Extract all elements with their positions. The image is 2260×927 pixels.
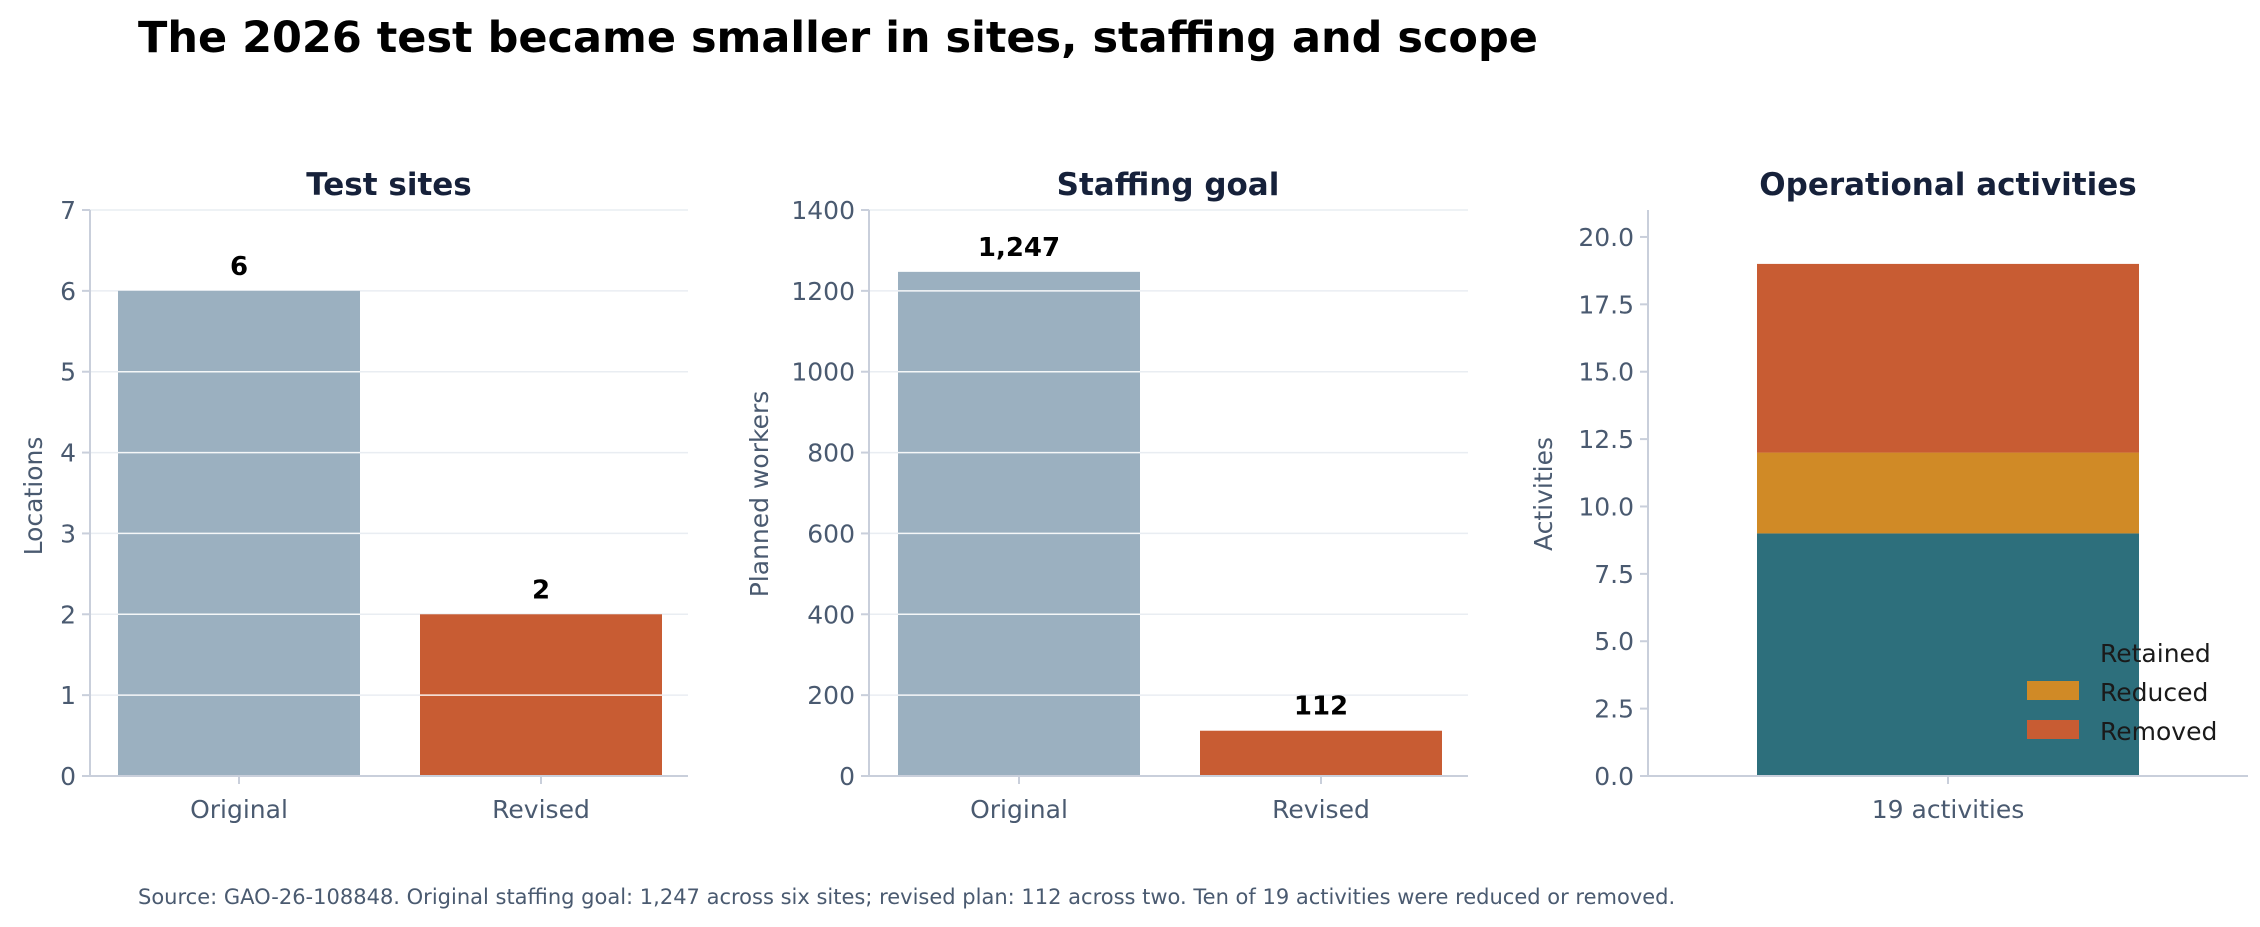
y-tick-label: 0 bbox=[839, 762, 855, 791]
panel-operational-activities: 0.0 2.5 5.0 7.5 10.0 12.5 15.0 17.5 20.0 19 acti… bbox=[1529, 167, 2248, 824]
data-label: 1,247 bbox=[978, 233, 1060, 263]
chart-title: The 2026 test became smaller in sites, s… bbox=[138, 13, 1538, 63]
y-tick-label: 5 bbox=[60, 358, 76, 387]
x-tick-label: Original bbox=[970, 795, 1068, 824]
y-tick-label: 12.5 bbox=[1578, 425, 1634, 454]
x-tick-label: Revised bbox=[492, 795, 590, 824]
legend-swatch-removed bbox=[2027, 720, 2079, 739]
legend-label-retained: Retained bbox=[2100, 639, 2211, 668]
legend-swatch-reduced bbox=[2027, 681, 2079, 700]
y-tick-label: 17.5 bbox=[1578, 290, 1634, 319]
y-tick-label: 200 bbox=[807, 681, 855, 710]
data-labels: 1,247 112 bbox=[978, 233, 1348, 722]
y-ticks: 0.0 2.5 5.0 7.5 10.0 12.5 15.0 17.5 20.0 bbox=[1578, 223, 1648, 791]
y-axis-label: Locations bbox=[19, 437, 48, 556]
data-labels: 62 bbox=[230, 252, 550, 605]
legend-label-reduced: Reduced bbox=[2100, 678, 2208, 707]
legend-label-removed: Removed bbox=[2100, 717, 2217, 746]
y-ticks: 0 200 400 600 800 1000 1200 1400 bbox=[791, 196, 869, 791]
y-tick-label: 4 bbox=[60, 439, 76, 468]
y-tick-label: 5.0 bbox=[1594, 627, 1634, 656]
y-tick-label: 600 bbox=[807, 519, 855, 548]
y-tick-label: 2 bbox=[60, 600, 76, 629]
y-tick-label: 1000 bbox=[791, 358, 855, 387]
bar-revised bbox=[1200, 730, 1442, 776]
y-tick-label: 20.0 bbox=[1578, 223, 1634, 252]
bar-original bbox=[898, 271, 1140, 776]
data-label: 2 bbox=[532, 575, 550, 605]
y-tick-label: 7.5 bbox=[1594, 560, 1634, 589]
x-ticks: Original Revised bbox=[190, 776, 590, 824]
bar-segment-retained bbox=[1757, 533, 2139, 776]
x-ticks: Original Revised bbox=[970, 776, 1370, 824]
x-tick-label: Original bbox=[190, 795, 288, 824]
x-ticks: 19 activities bbox=[1872, 776, 2024, 824]
y-tick-label: 10.0 bbox=[1578, 492, 1634, 521]
y-tick-label: 800 bbox=[807, 439, 855, 468]
bars bbox=[118, 290, 662, 776]
y-tick-label: 7 bbox=[60, 196, 76, 225]
y-tick-label: 1 bbox=[60, 681, 76, 710]
y-tick-label: 6 bbox=[60, 277, 76, 306]
panel-title: Operational activities bbox=[1759, 167, 2136, 203]
data-label: 6 bbox=[230, 252, 248, 282]
source-note: Source: GAO-26-108848. Original staffing… bbox=[138, 885, 1675, 909]
y-axis-label: Activities bbox=[1529, 437, 1558, 551]
y-tick-label: 2.5 bbox=[1594, 695, 1634, 724]
bar-segment-removed bbox=[1757, 263, 2139, 453]
bar-segment-reduced bbox=[1757, 452, 2139, 534]
data-label: 112 bbox=[1294, 692, 1348, 722]
y-axis-label: Planned workers bbox=[745, 391, 774, 598]
x-tick-label: 19 activities bbox=[1872, 795, 2024, 824]
bars bbox=[898, 271, 1442, 776]
panel-staffing-goal: 0 200 400 600 800 1000 1200 1400 Original Revise… bbox=[745, 167, 1468, 824]
y-tick-label: 1400 bbox=[791, 196, 855, 225]
y-tick-label: 0 bbox=[60, 762, 76, 791]
y-tick-label: 3 bbox=[60, 519, 76, 548]
x-tick-label: Revised bbox=[1272, 795, 1370, 824]
y-tick-label: 400 bbox=[807, 600, 855, 629]
y-tick-label: 0.0 bbox=[1594, 762, 1634, 791]
y-tick-label: 1200 bbox=[791, 277, 855, 306]
y-tick-label: 15.0 bbox=[1578, 358, 1634, 387]
y-ticks: 0 1 2 3 4 5 6 7 bbox=[60, 196, 90, 791]
panel-title: Test sites bbox=[306, 167, 472, 203]
legend: Retained Reduced Removed bbox=[2027, 639, 2217, 746]
stacked-bar bbox=[1757, 263, 2139, 776]
panel-title: Staffing goal bbox=[1057, 167, 1280, 203]
